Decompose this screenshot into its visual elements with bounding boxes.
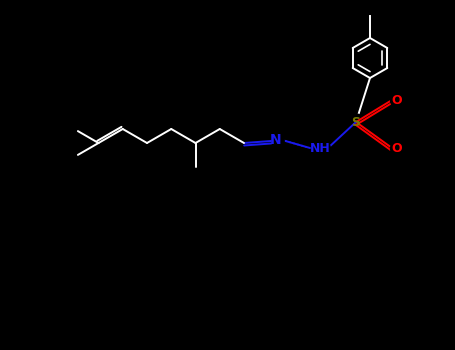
Text: O: O [392, 93, 402, 106]
Text: S: S [352, 116, 360, 128]
Text: O: O [392, 141, 402, 154]
Text: N: N [270, 133, 282, 147]
Text: NH: NH [309, 141, 330, 154]
